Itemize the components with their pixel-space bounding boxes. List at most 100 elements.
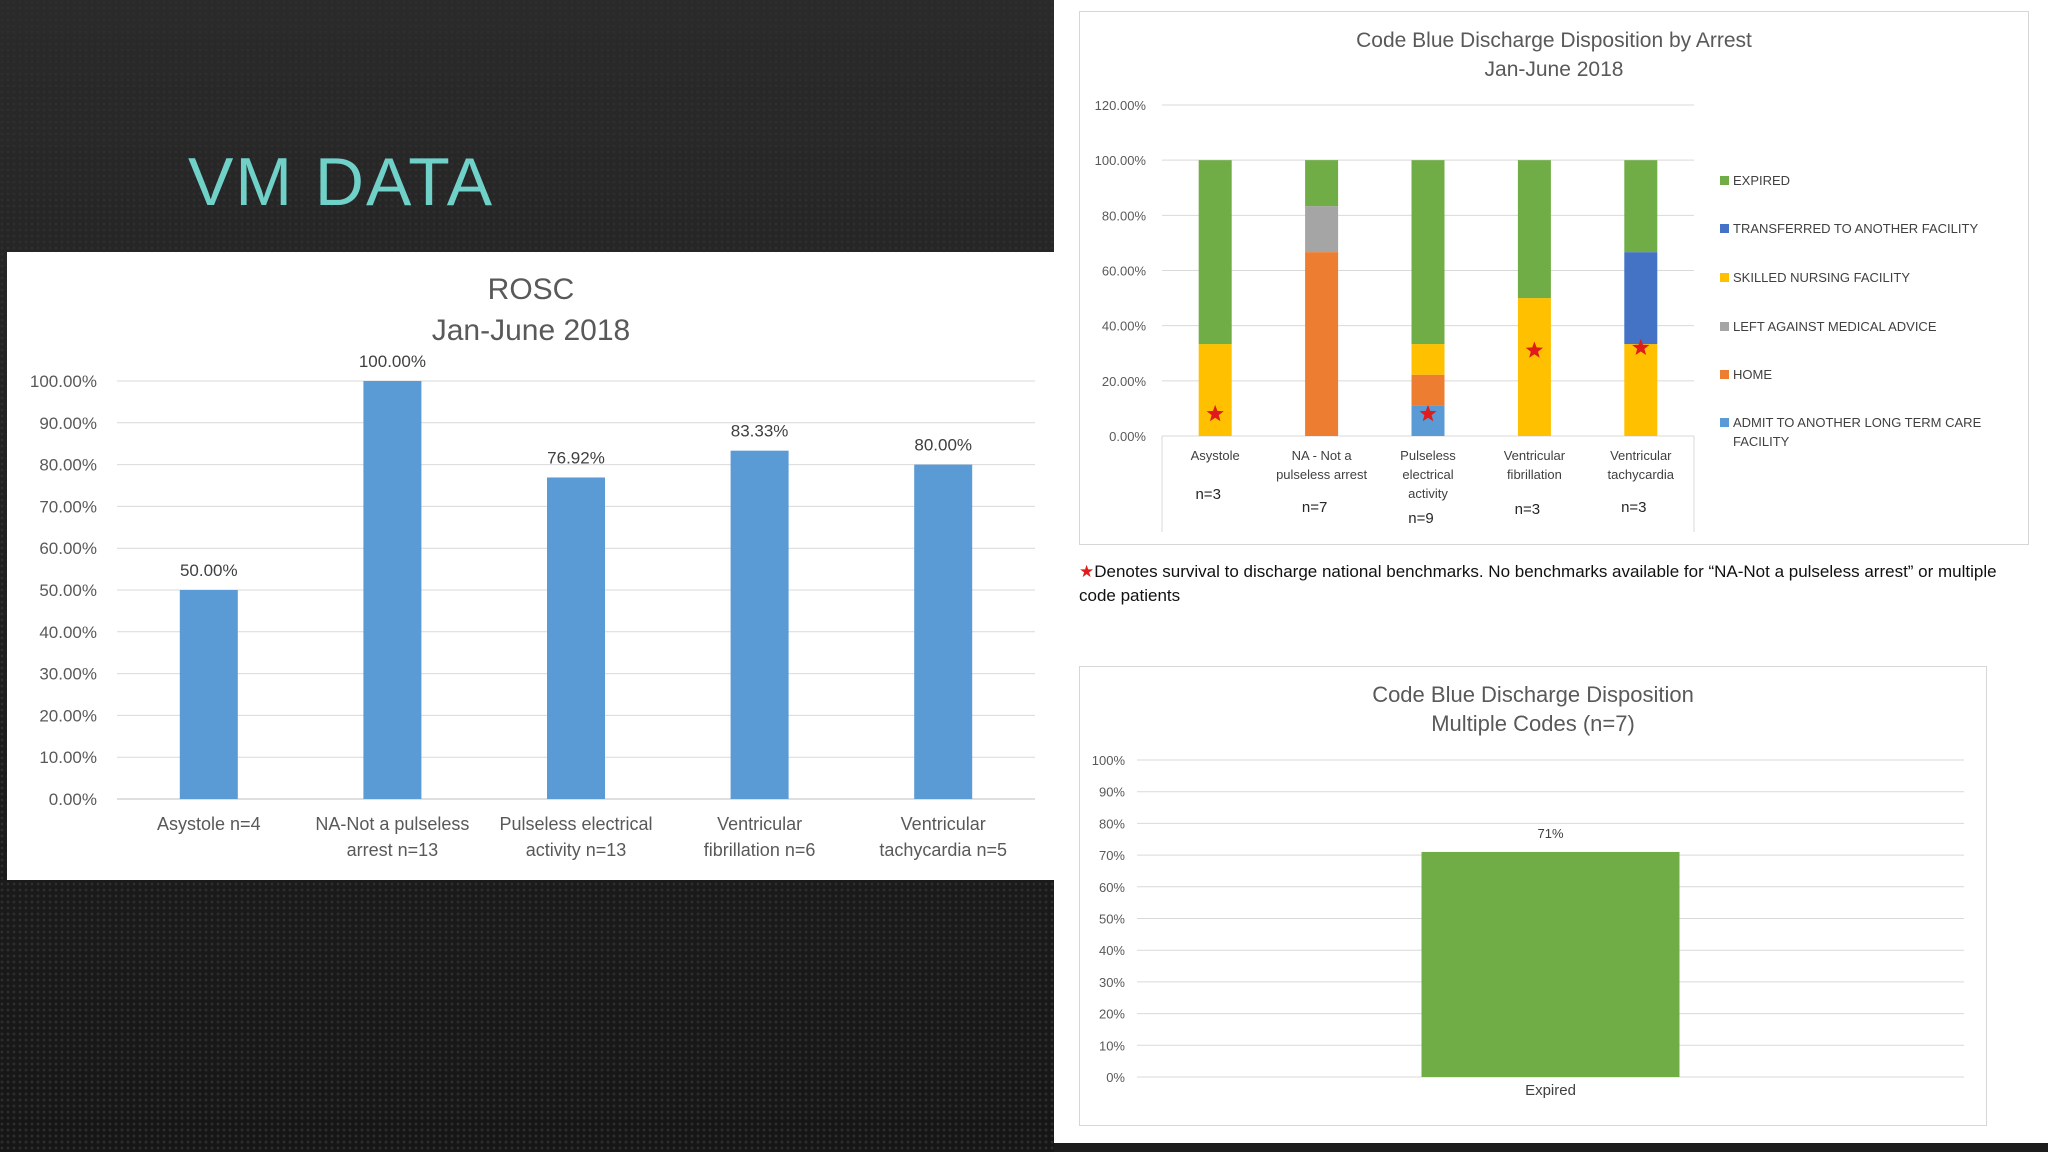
bar (547, 477, 605, 799)
count-label: n=3 (1515, 501, 1540, 518)
chart-title: ROSC (488, 273, 575, 306)
y-tick-label: 70% (1099, 848, 1125, 863)
multiple-codes-chart-panel: Code Blue Discharge Disposition Multiple … (1079, 666, 1987, 1126)
x-tick-label: arrest n=13 (347, 840, 439, 860)
legend-label: EXPIRED (1733, 173, 1790, 188)
y-tick-label: 50.00% (39, 581, 97, 600)
bar (179, 590, 238, 799)
y-tick-label: 20.00% (39, 706, 97, 725)
x-tick-label: Pulseless (1400, 448, 1456, 463)
rosc-chart-panel: ROSC Jan-June 2018 0.00% 10.00% 20.00% 30.00%… (7, 252, 1055, 880)
y-tick-label: 100.00% (30, 372, 97, 391)
multiple-codes-chart: Code Blue Discharge Disposition Multiple … (1092, 682, 1964, 1099)
disposition-chart-panel: Code Blue Discharge Disposition by Arres… (1079, 11, 2029, 545)
x-tick-label: Ventricular (1504, 448, 1566, 463)
legend-label: ADMIT TO ANOTHER LONG TERM CARE (1733, 415, 1982, 430)
legend-swatch (1720, 370, 1729, 379)
data-label: 100.00% (359, 352, 426, 371)
stacked-segment (1517, 298, 1551, 436)
legend-label: FACILITY (1733, 434, 1790, 449)
x-tick-label: Asystole (1191, 448, 1240, 463)
y-tick-label: 60.00% (1102, 264, 1147, 279)
star-icon: ★ (1079, 562, 1095, 581)
bottom-strip (1054, 1143, 2048, 1152)
x-tick-label: fibrillation (1507, 467, 1562, 482)
count-label: n=3 (1195, 486, 1220, 503)
legend-swatch (1720, 322, 1729, 331)
y-tick-label: 70.00% (39, 497, 97, 516)
legend-label: LEFT AGAINST MEDICAL ADVICE (1733, 319, 1937, 334)
y-tick-label: 40.00% (1102, 319, 1147, 334)
count-label: n=7 (1302, 499, 1327, 516)
y-tick-label: 40% (1099, 943, 1125, 958)
y-tick-label: 90% (1099, 785, 1125, 800)
y-tick-label: 60.00% (39, 539, 97, 558)
y-tick-label: 80.00% (39, 456, 97, 475)
y-tick-label: 90.00% (39, 414, 97, 433)
bar (730, 450, 789, 799)
data-label: 71% (1537, 826, 1563, 841)
chart-title: Code Blue Discharge Disposition by Arres… (1356, 29, 1752, 52)
data-label: 83.33% (731, 422, 789, 441)
stacked-segment (1305, 160, 1339, 207)
bar (363, 381, 422, 799)
chart-subtitle: Multiple Codes (n=7) (1431, 711, 1635, 736)
y-tick-label: 10% (1099, 1038, 1125, 1053)
count-label: n=9 (1408, 510, 1433, 527)
rosc-chart: ROSC Jan-June 2018 0.00% 10.00% 20.00% 30.00%… (30, 273, 1035, 860)
stacked-segment (1305, 206, 1339, 253)
chart-subtitle: Jan-June 2018 (432, 314, 631, 347)
benchmark-star-icon (1206, 404, 1224, 422)
data-label: 50.00% (180, 561, 238, 580)
y-tick-label: 80% (1099, 816, 1125, 831)
x-tick-label: Ventricular (901, 814, 986, 834)
data-label: 80.00% (914, 436, 972, 455)
y-tick-label: 0.00% (49, 790, 97, 809)
y-tick-label: 100.00% (1095, 153, 1147, 168)
stacked-segment (1411, 160, 1445, 345)
legend-swatch (1720, 176, 1729, 185)
x-tick-label: pulseless arrest (1276, 467, 1367, 482)
y-tick-label: 20.00% (1102, 374, 1147, 389)
benchmark-star-icon (1419, 404, 1437, 422)
y-tick-label: 0% (1106, 1070, 1125, 1085)
x-tick-label: activity (1408, 486, 1448, 501)
x-tick-label: activity n=13 (526, 840, 627, 860)
legend-label: SKILLED NURSING FACILITY (1733, 270, 1910, 285)
y-tick-label: 120.00% (1095, 98, 1147, 113)
legend-label: HOME (1733, 367, 1772, 382)
x-tick-label: Asystole n=4 (157, 814, 261, 834)
stacked-segment (1305, 252, 1339, 436)
x-tick-label: Ventricular (1610, 448, 1672, 463)
benchmark-footnote: ★Denotes survival to discharge national … (1079, 560, 1999, 608)
footnote-text: Denotes survival to discharge national b… (1079, 562, 1997, 605)
bar (914, 464, 973, 799)
y-tick-label: 30% (1099, 975, 1125, 990)
x-tick-label: electrical (1402, 467, 1453, 482)
x-tick-label: NA - Not a (1292, 448, 1353, 463)
x-tick-label: NA-Not a pulseless (315, 814, 469, 834)
stacked-segment (1411, 344, 1445, 375)
slide-title: VM DATA (188, 144, 495, 220)
stacked-segment (1517, 160, 1551, 299)
y-tick-label: 100% (1092, 753, 1126, 768)
legend-swatch (1720, 418, 1729, 427)
benchmark-star-icon (1632, 338, 1650, 355)
stacked-segment (1411, 374, 1445, 406)
y-tick-label: 50% (1099, 912, 1125, 927)
y-tick-label: 0.00% (1109, 429, 1146, 444)
x-tick-label: Pulseless electrical (499, 814, 652, 834)
x-tick-label: tachycardia (1608, 467, 1675, 482)
disposition-chart: Code Blue Discharge Disposition by Arres… (1095, 29, 1982, 532)
x-tick-label: Ventricular (717, 814, 802, 834)
legend-swatch (1720, 224, 1729, 233)
y-tick-label: 30.00% (39, 665, 97, 684)
y-tick-label: 40.00% (39, 623, 97, 642)
legend-label: TRANSFERRED TO ANOTHER FACILITY (1733, 221, 1978, 236)
legend-swatch (1720, 273, 1729, 282)
chart-subtitle: Jan-June 2018 (1485, 58, 1624, 81)
y-tick-label: 10.00% (39, 748, 97, 767)
y-tick-label: 20% (1099, 1007, 1125, 1022)
x-tick-label: fibrillation n=6 (704, 840, 816, 860)
chart-title: Code Blue Discharge Disposition (1372, 682, 1694, 707)
